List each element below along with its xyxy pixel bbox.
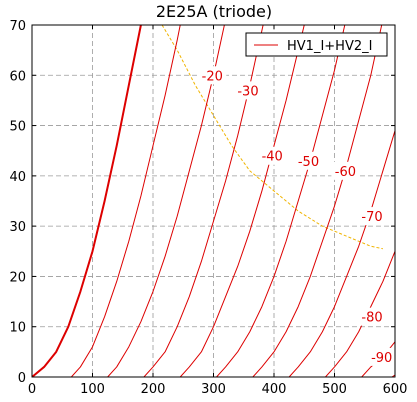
curve-label: -90	[371, 351, 392, 366]
load-line	[161, 25, 384, 250]
legend: HV1_I+HV2_I	[245, 32, 388, 57]
y-tick-label: 50	[9, 120, 26, 135]
series-line-6	[252, 25, 383, 377]
grid	[32, 25, 395, 377]
x-tick-label: 600	[383, 382, 408, 397]
x-tick-label: 500	[322, 382, 347, 397]
series-line-7	[288, 130, 395, 377]
y-tick-label: 40	[9, 170, 26, 185]
curve-label-layer: -20 -30 -40 -50 -60 -70 -80 -90	[198, 66, 396, 366]
y-tick-label: 0	[18, 371, 26, 386]
x-tick-label: 400	[262, 382, 287, 397]
y-tick-label: 30	[9, 220, 26, 235]
y-tick-label: 10	[9, 321, 26, 336]
curve-label: -40	[262, 150, 283, 165]
curve-label: -60	[335, 165, 356, 180]
curve-label: -20	[202, 69, 223, 84]
curve-label-bg	[331, 161, 360, 180]
x-tick-label: 200	[141, 382, 166, 397]
curve-label-bg	[233, 81, 262, 100]
series-line-1	[70, 25, 181, 377]
curve-label-bg	[258, 146, 287, 165]
series-line-3	[143, 25, 264, 377]
chart-title: 2E25A (triode)	[156, 2, 272, 21]
y-tick-label: 70	[9, 19, 26, 34]
series-line-8	[325, 251, 395, 377]
curve-label: -70	[361, 210, 382, 225]
curve-label-bg	[198, 66, 227, 85]
curve-label: -80	[361, 311, 382, 326]
legend-label: HV1_I+HV2_I	[287, 39, 372, 54]
legend-box	[245, 32, 388, 57]
load-line-layer	[161, 25, 384, 250]
y-tick-label: 20	[9, 270, 26, 285]
curve-label-bg	[358, 307, 387, 326]
x-tick-label: 300	[201, 382, 226, 397]
x-tick-label: 100	[80, 382, 105, 397]
curve-label-bg	[367, 347, 396, 366]
series-line-4	[179, 25, 305, 377]
series-layer	[32, 25, 395, 377]
series-line-2	[107, 25, 225, 377]
curve-label: -50	[298, 155, 319, 170]
curve-label: -30	[237, 84, 258, 99]
tick-layer: 0 100 200 300 400 500 600 0 10 20 30 40 50 60 70	[9, 19, 407, 397]
series-line-0	[32, 25, 142, 377]
x-tick-label: 0	[28, 382, 36, 397]
series-line-5	[216, 25, 346, 377]
curve-label-bg	[294, 151, 323, 170]
y-tick-label: 60	[9, 69, 26, 84]
curve-label-bg	[358, 207, 387, 226]
